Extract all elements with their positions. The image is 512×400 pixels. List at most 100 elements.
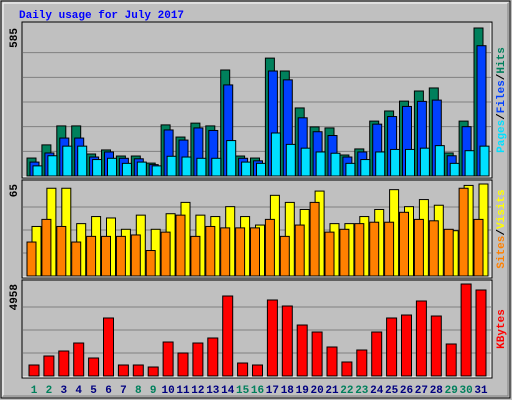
x-tick-label: 20 [310,385,323,397]
legend-entry: Sites [496,236,508,269]
bar [237,362,249,377]
bar [241,161,252,177]
bar [77,145,88,177]
x-tick-label: 24 [370,385,384,397]
bar [43,355,55,377]
x-tick-label: 27 [415,385,428,397]
bar [479,145,490,177]
y-tick-label: 585 [9,28,21,48]
x-tick-label: 7 [120,385,127,397]
bar [190,235,201,277]
legend-entry: Visits [496,189,508,229]
bar [475,289,487,377]
bar [58,350,70,377]
y-tick-label: 4958 [9,284,21,311]
bar [449,162,460,177]
bar [399,211,409,277]
bar [166,155,177,177]
x-tick-label: 21 [325,385,339,397]
bar [211,157,222,177]
bar [270,132,281,177]
bar [205,225,216,277]
bar [281,305,293,377]
x-tick-label: 9 [150,385,157,397]
bar [360,159,371,177]
legend: KBytes [496,309,508,349]
bar [162,341,174,377]
x-tick-label: 13 [206,385,220,397]
bar [86,235,97,277]
bar [115,235,126,277]
bar [324,231,335,277]
x-tick-label: 5 [90,385,97,397]
bar [296,324,308,377]
plot-bevel [23,281,492,378]
bar [473,218,484,277]
bar [32,165,43,177]
bar [326,346,338,377]
x-tick-label: 31 [474,385,488,397]
bar [181,156,192,177]
bar [401,314,412,377]
bar [196,157,207,177]
bar [250,227,260,277]
bar [430,315,442,377]
page-title: Daily usage for July 2017 [19,10,184,22]
x-tick-label: 30 [459,385,472,397]
bevel-dark [3,3,509,397]
bar [369,221,380,277]
x-tick-label: 8 [135,385,142,397]
x-tick-label: 18 [281,385,295,397]
bar [73,342,85,377]
bar [428,220,439,277]
x-tick-label: 1 [31,385,38,397]
legend-entry: Hits [496,47,508,73]
bar [330,152,341,177]
bar [413,218,424,277]
bar [130,234,141,277]
bar [47,155,58,177]
bar [315,151,326,177]
bar [464,150,475,177]
bevel-light [2,2,508,396]
bar [443,228,454,277]
bar [147,366,159,377]
bar [160,231,171,277]
legend-separator: / [496,73,508,80]
x-tick-label: 15 [236,385,250,397]
legend-entry: Pages [496,120,508,153]
bar [192,342,204,377]
bar [386,317,398,377]
x-tick-label: 14 [221,385,235,397]
x-tick-label: 11 [176,385,190,397]
bar [41,218,52,277]
bar [266,299,278,377]
bar [177,352,189,377]
x-tick-label: 4 [75,385,82,397]
bar [311,331,323,377]
bar [175,214,186,277]
bar [339,228,350,277]
bar [226,140,237,177]
x-tick-label: 23 [355,385,369,397]
bar [415,300,427,377]
bar [285,143,296,177]
bar [405,148,415,177]
bar [279,235,290,277]
legend-separator: / [496,229,508,236]
bar [101,235,111,277]
bar [132,364,144,377]
legend-entry: KBytes [496,309,508,349]
bar [56,225,67,277]
x-tick-label: 6 [105,385,112,397]
x-tick-label: 12 [191,385,204,397]
bar [294,224,305,277]
bar [390,148,401,177]
plot-area [21,279,493,379]
bar [445,343,457,377]
x-tick-label: 25 [385,385,399,397]
bar [460,283,472,377]
legend-entry: Files [496,80,508,113]
bar [384,221,395,277]
